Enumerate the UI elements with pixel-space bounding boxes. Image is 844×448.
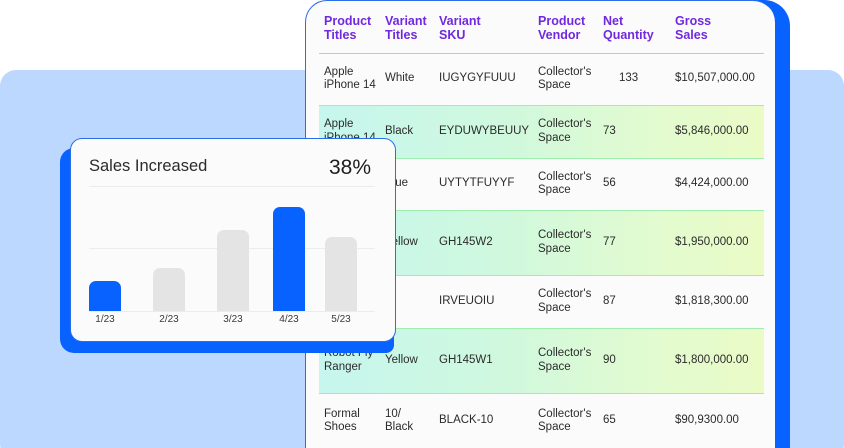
cell-net-quantity: 77	[603, 235, 616, 248]
x-axis-label: 2/23	[159, 314, 179, 325]
x-axis-label: 3/23	[223, 314, 243, 325]
cell-net-quantity: 90	[603, 353, 616, 366]
cell-variant-title: 10/Black	[385, 407, 414, 434]
cell-product-title: Formal Shoes	[324, 407, 360, 434]
cell-product-vendor: Collector's Space	[538, 347, 592, 373]
gridline-top	[89, 186, 375, 187]
chart-title: Sales Increased	[89, 157, 208, 175]
table-header-row: Product Titles Variant Titles Variant SKU P…	[319, 1, 764, 54]
cell-variant-sku: GH145W2	[439, 235, 493, 248]
cell-gross-sales: $1,950,000.00	[675, 235, 749, 248]
cell-gross-sales: $90,9300.00	[675, 414, 739, 427]
table-row[interactable]: Apple iPhone 14 White IUGYGYFUUU Collector's…	[319, 53, 764, 105]
table-row[interactable]: IRVEUOIU Collector's Space 87 $1,818,300.00	[319, 275, 764, 328]
column-header-product-titles[interactable]: Product Titles	[319, 1, 380, 54]
cell-variant-sku: UYTYTFUYYF	[439, 177, 515, 190]
bar-1-23	[89, 281, 121, 311]
x-axis-label: 5/23	[331, 314, 351, 325]
column-header-variant-sku[interactable]: Variant SKU	[434, 1, 533, 54]
cell-net-quantity: 65	[603, 414, 616, 427]
cell-net-quantity: 73	[603, 124, 616, 137]
cell-net-quantity: 87	[603, 294, 616, 307]
cell-variant-sku: GH145W1	[439, 353, 493, 366]
bar-2-23	[153, 268, 185, 311]
table-row[interactable]: Formal Shoes 10/Black BLACK-10 Collector's Sp…	[319, 393, 764, 448]
cell-product-vendor: Collector's Space	[538, 229, 592, 255]
cell-variant-sku: IRVEUOIU	[439, 294, 495, 307]
cell-variant-title: Black	[385, 124, 414, 137]
cell-net-quantity: 133	[619, 72, 639, 85]
sales-percent: 38%	[328, 156, 371, 179]
column-header-gross-sales[interactable]: Gross Sales	[670, 1, 764, 54]
bar-3-23	[217, 230, 249, 311]
cell-variant-sku: BLACK-10	[439, 414, 494, 427]
column-header-product-vendor[interactable]: Product Vendor	[533, 1, 598, 54]
table-row[interactable]: Blue UYTYTFUYYF Collector's Space 56 $4,424,0…	[319, 158, 764, 210]
sales-increased-card: Sales Increased 38% 1/23 2/23 3/23 4/23 5/23	[70, 138, 396, 342]
cell-variant-sku: IUGYGYFUUU	[439, 72, 516, 85]
cell-product-vendor: Collector's Space	[538, 170, 592, 197]
cell-product-vendor: Collector's Space	[538, 65, 592, 92]
cell-gross-sales: $5,846,000.00	[675, 124, 749, 137]
cell-variant-sku: EYDUWYBEUUY	[439, 124, 530, 137]
cell-variant-title: Yellow	[385, 353, 418, 366]
cell-product-vendor: Collector's Space	[538, 407, 592, 434]
column-header-variant-titles[interactable]: Variant Titles	[380, 1, 434, 54]
cell-gross-sales: $4,424,000.00	[675, 177, 749, 190]
cell-variant-title: White	[385, 72, 415, 85]
cell-gross-sales: $1,818,300.00	[675, 294, 749, 307]
column-header-net-quantity[interactable]: Net Quantity	[598, 1, 670, 54]
sales-table: Product Titles Variant Titles Variant SKU P…	[319, 1, 764, 448]
cell-product-vendor: Collector's Space	[538, 288, 592, 314]
cell-gross-sales: $1,800,000.00	[675, 353, 749, 366]
cell-product-vendor: Collector's Space	[538, 118, 592, 144]
cell-net-quantity: 56	[603, 177, 616, 190]
cell-gross-sales: $10,507,000.00	[675, 72, 755, 85]
x-axis-label: 4/23	[279, 314, 299, 325]
bar-5-23	[325, 237, 357, 311]
bar-4-23	[273, 207, 305, 311]
chart-baseline	[89, 311, 375, 312]
x-axis-label: 1/23	[95, 314, 115, 325]
